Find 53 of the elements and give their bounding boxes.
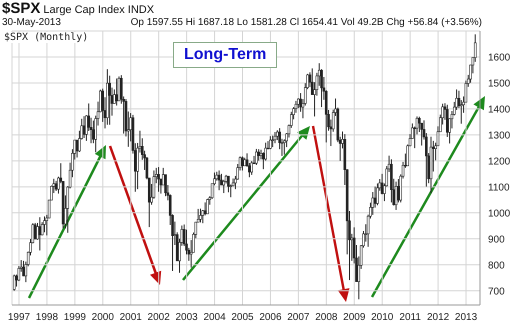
text: Op 1597.55 Hi 1687.18 Lo 1581.28 Cl 1654.41 Vol 49.2B Chg +56.84 (+3.56%) [130, 17, 482, 28]
x-tick-label: 2002 [148, 312, 170, 322]
x-tick-label: 2000 [92, 312, 114, 322]
annotation: Long-Term [173, 42, 278, 68]
y-tick-label: 1600 [488, 52, 511, 64]
candlestick [269, 136, 272, 150]
y-tick-label: 800 [488, 260, 506, 272]
x-tick-label: 2005 [231, 312, 254, 322]
candlestick [376, 182, 379, 206]
candlestick [274, 132, 276, 144]
candlestick [12, 274, 16, 292]
candlestick [118, 76, 120, 102]
candlestick [257, 148, 260, 162]
candlestick [241, 156, 244, 171]
candlestick [271, 135, 274, 148]
x-tick-label: 2011 [399, 312, 422, 322]
x-tick-label: 2006 [259, 312, 282, 322]
candlestick [43, 216, 46, 233]
x-tick-label: 2009 [343, 312, 366, 322]
x-tick-label: 2007 [287, 312, 310, 322]
y-tick-label: 900 [488, 234, 506, 246]
x-tick-label: 2003 [176, 312, 198, 322]
x-tick-label: 2012 [426, 312, 450, 322]
x-tick-label: 2008 [315, 312, 338, 322]
x-tick-label: 1998 [36, 312, 58, 322]
candlestick [206, 198, 209, 214]
candlestick [38, 216, 42, 251]
x-tick-label: 2001 [120, 312, 142, 322]
y-tick-label: 1200 [488, 156, 511, 168]
y-tick-label: 700 [488, 286, 506, 298]
candlestick [222, 179, 226, 194]
x-tick-label: 2004 [203, 312, 226, 322]
chart-subtitle: 30-May-2013 [2, 17, 61, 28]
y-tick-label: 1400 [488, 104, 511, 116]
y-tick-label: 1000 [488, 208, 511, 220]
candlestick [255, 148, 258, 166]
candlestick [474, 34, 477, 62]
y-tick-label: 1100 [488, 182, 510, 194]
chart-title: $SPX Large Cap Index INDX [2, 0, 154, 17]
candlestick [227, 176, 230, 193]
x-tick-label: 1997 [8, 312, 31, 322]
candlestick [218, 170, 220, 191]
y-tick-label: 1300 [488, 130, 511, 142]
y-tick-label: 1500 [488, 78, 511, 90]
candlestick [394, 181, 398, 210]
candlestick [164, 174, 167, 197]
candlestick [82, 116, 86, 139]
candlestick [199, 208, 202, 223]
x-tick-label: 1999 [64, 312, 86, 322]
x-tick-label: 2013 [454, 312, 478, 322]
candlestick [157, 166, 160, 192]
x-tick-label: 2010 [371, 312, 394, 322]
annotation: $SPX (Monthly) [4, 32, 88, 43]
